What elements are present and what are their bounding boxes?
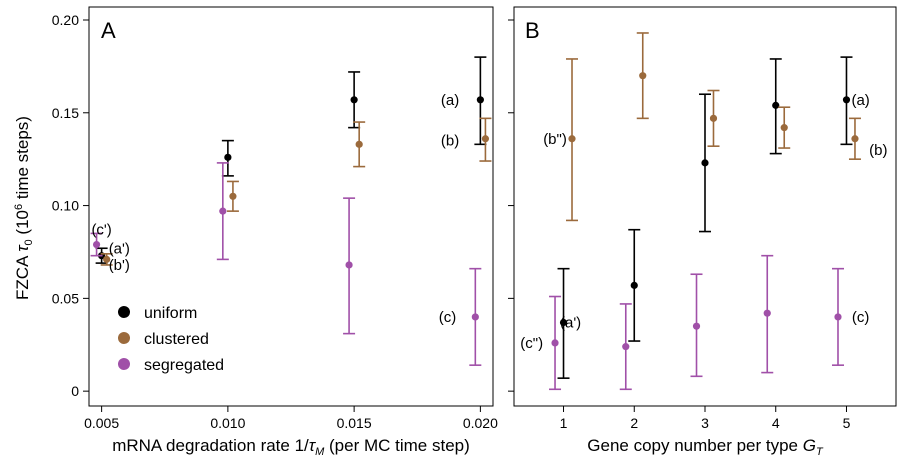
- x-tick-label-a-4: 0.020: [463, 415, 498, 431]
- panel-b-letter: B: [525, 18, 540, 43]
- panel-b-uniform-5-point: [842, 96, 851, 104]
- panel-b-segregated-2-point: [622, 343, 630, 351]
- legend-marker-clustered: [118, 332, 130, 344]
- panel-b-clustered-4-point: [780, 124, 788, 132]
- legend-label-clustered: clustered: [144, 331, 209, 348]
- y-tick-label-3: 0.10: [52, 198, 79, 214]
- legend: uniform clustered segregated: [118, 305, 224, 374]
- annotation-a-2: (a'): [109, 240, 130, 257]
- legend-label-segregated: segregated: [144, 357, 224, 374]
- panel-a-segregated-4-point: [471, 313, 479, 321]
- y-tick-label-1: 0: [71, 383, 79, 399]
- annotation-a-5: (b): [441, 133, 459, 150]
- annotation-b-6: (c): [852, 309, 870, 326]
- panel-a-clustered-1-point: [103, 255, 111, 263]
- x-tick-label-b-5: 5: [843, 415, 851, 431]
- annotation-a-6: (c): [439, 309, 457, 326]
- panel-b-segregated-3-point: [692, 322, 701, 330]
- x-tick-label-b-4: 4: [772, 415, 780, 431]
- panel-b-clustered-5-point: [851, 135, 859, 143]
- panel-a-uniform-3-point: [350, 96, 358, 104]
- panel-b-clustered-3-point: [709, 114, 718, 122]
- panel-b-uniform-2-point: [630, 281, 638, 289]
- x-tick-label-b-3: 3: [701, 415, 709, 431]
- y-tick-label-4: 0.15: [52, 105, 79, 121]
- panel-a-uniform-2-point: [224, 153, 232, 161]
- x-tick-label-a-1: 0.005: [84, 415, 119, 431]
- panel-a-frame: [88, 6, 494, 407]
- legend-label-uniform: uniform: [144, 305, 197, 322]
- panel-b-segregated-4-point: [763, 309, 771, 317]
- panel-a-letter: A: [101, 18, 116, 43]
- panel-b-uniform-1-point: [559, 318, 568, 327]
- annotation-b-1: (b"): [543, 131, 567, 148]
- annotation-a-4: (a): [441, 92, 459, 109]
- panel-b-uniform-3-point: [701, 159, 709, 167]
- panel-b-clustered-1-point: [568, 135, 576, 143]
- x-axis-label-a: mRNA degradation rate 1/τM (per MC time …: [112, 436, 470, 458]
- y-tick-label-5: 0.20: [52, 12, 79, 28]
- annotation-a-3: (b'): [109, 257, 130, 274]
- annotation-b-2: (a'): [560, 314, 581, 331]
- legend-marker-segregated: [118, 358, 130, 370]
- panel-b-uniform-4-point: [772, 101, 780, 109]
- panel-a-clustered-2-point: [229, 192, 237, 200]
- panel-b-clustered-2-point: [639, 72, 647, 80]
- annotation-b-3: (c"): [520, 335, 543, 352]
- axes-layer: 0.005 0.010 0.015 0.020 0 0.05 0.10 0.15 0.20 1 2 3…: [52, 12, 851, 431]
- panel-a-segregated-1-point: [92, 240, 101, 249]
- x-tick-label-b-1: 1: [560, 415, 568, 431]
- panel-a-uniform-4-point: [476, 96, 484, 104]
- x-tick-label-b-2: 2: [630, 415, 638, 431]
- panel-b-segregated-1-point: [551, 339, 559, 347]
- annotations-layer: (c')(a')(b')(a)(b)(c)(b")(a')(c")(a)(b)(…: [91, 92, 887, 352]
- panel-a-segregated-2-point: [219, 207, 227, 215]
- y-tick-label-2: 0.05: [52, 290, 79, 306]
- panel-b-segregated-5-point: [834, 313, 842, 321]
- annotation-a-1: (c'): [91, 222, 111, 239]
- panel-a-clustered-3-point: [355, 140, 363, 148]
- y-axis-label: FZCA τ0 (106 time steps): [13, 116, 35, 300]
- x-tick-label-a-2: 0.010: [210, 415, 245, 431]
- x-axis-label-b: Gene copy number per type GT: [587, 436, 824, 458]
- annotation-b-5: (b): [869, 142, 887, 159]
- panel-a-clustered-4-point: [481, 135, 490, 143]
- marks-layer: [90, 32, 861, 391]
- x-tick-label-a-3: 0.015: [337, 415, 372, 431]
- annotation-b-4: (a): [851, 92, 869, 109]
- panel-a-segregated-3-point: [345, 261, 353, 269]
- legend-marker-uniform: [118, 306, 130, 318]
